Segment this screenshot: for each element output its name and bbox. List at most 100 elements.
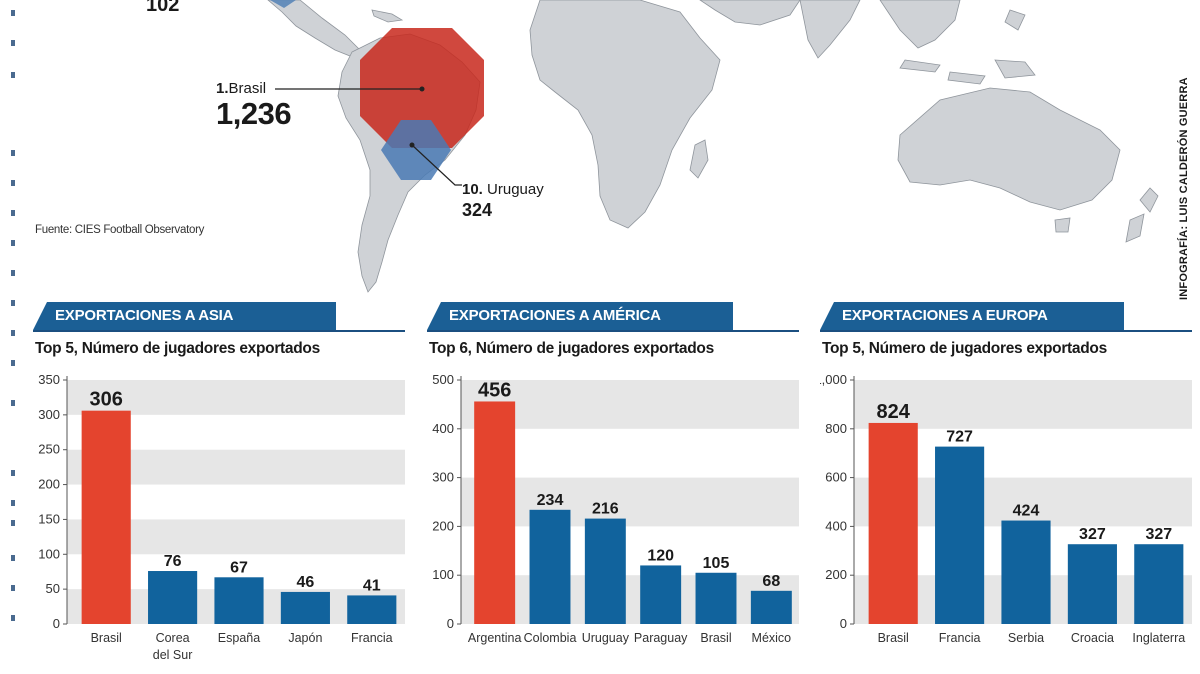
x-category-label: del Sur [153, 648, 193, 662]
map-se-asia [879, 0, 961, 49]
banner-line-america [427, 330, 799, 332]
bar [214, 577, 264, 624]
bar-value-label: 41 [363, 577, 381, 594]
bar [868, 422, 918, 624]
y-tick-label: 400 [432, 421, 454, 436]
bar [148, 571, 198, 624]
x-category-label: Uruguay [582, 631, 630, 645]
left-edge-cutoff-text [11, 10, 15, 621]
grid-band [461, 575, 799, 624]
map-middle-east [699, 0, 801, 26]
bar [584, 518, 626, 624]
uruguay-country: Uruguay [487, 181, 544, 198]
grid-band [67, 380, 405, 415]
bar [474, 401, 516, 624]
bar [1001, 520, 1051, 624]
x-category-label: Brasil [700, 631, 731, 645]
bar-value-label: 105 [703, 555, 730, 572]
y-tick-label: 600 [825, 470, 847, 485]
y-tick-label: 1,000 [820, 372, 847, 387]
x-category-label: Serbia [1008, 631, 1044, 645]
y-tick-label: 200 [38, 477, 60, 492]
map-africa [529, 0, 721, 229]
map-indonesia-3 [994, 59, 1036, 79]
brasil-rank: 1. [216, 80, 229, 97]
leader-uruguay-dot [409, 142, 415, 148]
chart-europa: 0 200 400 600 800 1,000 824 Brasil 727 Francia 424… [820, 372, 1192, 645]
map-indonesia-2 [947, 71, 986, 85]
bar-value-label: 306 [90, 389, 123, 411]
brasil-value: 1,236 [216, 96, 292, 131]
y-tick-label: 800 [825, 421, 847, 436]
x-category-label: Colombia [524, 631, 577, 645]
x-category-label: Corea [156, 631, 190, 645]
map-india [799, 0, 861, 59]
y-tick-label: 50 [46, 581, 60, 596]
bar [935, 446, 985, 624]
y-tick-label: 500 [432, 372, 454, 387]
chart-asia: 0 50 100 150 200 250 300 350 306 Brasil 76 Corea del… [38, 372, 405, 662]
bar [1134, 544, 1184, 624]
bar [695, 572, 737, 624]
x-category-label: Paraguay [634, 631, 688, 645]
map-label-uruguay: 10. Uruguay 324 [462, 181, 544, 221]
map-madagascar [689, 139, 709, 179]
bar-value-label: 234 [537, 492, 564, 509]
map-australia [897, 87, 1121, 211]
x-category-label: Francia [351, 631, 393, 645]
subtitle-america: Top 6, Número de jugadores exportados [429, 340, 714, 357]
y-tick-label: 0 [53, 616, 60, 631]
y-tick-label: 350 [38, 372, 60, 387]
bar [640, 565, 682, 624]
bar [347, 595, 397, 624]
subtitle-asia: Top 5, Número de jugadores exportados [35, 340, 320, 357]
y-tick-label: 150 [38, 511, 60, 526]
map-label-brasil: 1.Brasil 1,236 [216, 80, 292, 131]
banner-line-europa [820, 330, 1192, 332]
source-note: Fuente: CIES Football Observatory [35, 224, 205, 236]
banner-america: EXPORTACIONES A AMÉRICA [427, 302, 733, 330]
uruguay-value: 324 [462, 200, 493, 220]
banner-europa: EXPORTACIONES A EUROPA [820, 302, 1124, 330]
bar-value-label: 68 [762, 573, 780, 590]
bar [750, 590, 792, 624]
x-category-label: Croacia [1071, 631, 1114, 645]
map-philippines [1004, 9, 1026, 31]
panel-asia: EXPORTACIONES A ASIA Top 5, Número de ju… [33, 300, 413, 674]
bar-value-label: 76 [164, 553, 182, 570]
grid-band [461, 477, 799, 527]
y-tick-label: 0 [840, 616, 847, 631]
chart-america: 0 100 200 300 400 500 456 Argentina 234 Colombia 2… [432, 372, 799, 645]
x-category-label: Japón [288, 631, 322, 645]
uruguay-rank: 10. [462, 181, 483, 198]
bar-value-label: 46 [297, 574, 315, 591]
bar [529, 509, 571, 624]
x-category-label: Brasil [91, 631, 122, 645]
y-tick-label: 100 [432, 567, 454, 582]
map-central-america [267, 0, 363, 59]
subtitle-europa: Top 5, Número de jugadores exportados [822, 340, 1107, 357]
bar-value-label: 456 [478, 379, 511, 401]
map-marker-top-partial [270, 0, 296, 8]
banner-line-asia [33, 330, 405, 332]
x-category-label: Francia [939, 631, 981, 645]
y-tick-label: 300 [38, 407, 60, 422]
y-tick-label: 0 [447, 616, 454, 631]
banner-asia: EXPORTACIONES A ASIA [33, 302, 336, 330]
y-tick-label: 250 [38, 442, 60, 457]
bar [280, 591, 330, 624]
bar-value-label: 120 [647, 547, 674, 564]
y-tick-label: 300 [432, 470, 454, 485]
x-category-label: España [218, 631, 260, 645]
bar-value-label: 67 [230, 559, 248, 576]
x-category-label: Inglaterra [1132, 631, 1185, 645]
bar-value-label: 424 [1013, 503, 1040, 520]
grid-band [461, 380, 799, 429]
y-tick-label: 400 [825, 518, 847, 533]
world-map [267, 0, 1159, 293]
credit-label: INFOGRAFÍA: LUIS CALDERÓN GUERRA [1178, 77, 1190, 300]
leader-uruguay [411, 144, 462, 186]
brasil-country: Brasil [228, 80, 267, 97]
bar-value-label: 727 [946, 429, 973, 446]
map-new-zealand [1125, 187, 1159, 243]
